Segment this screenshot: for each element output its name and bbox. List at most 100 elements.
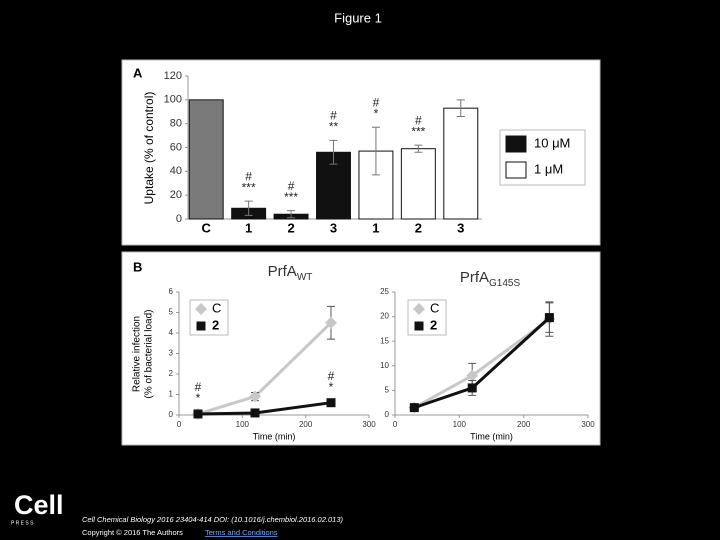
y-tick-label: 0 [176, 213, 182, 225]
y-tick-label: 60 [170, 141, 182, 153]
significance-marker: # [288, 179, 295, 193]
legend-label: C [212, 300, 221, 315]
significance-marker: * [196, 391, 201, 405]
error-bar [244, 200, 253, 216]
chart-title: PrfAG145S [460, 269, 521, 289]
significance-marker: *** [242, 180, 256, 194]
error-bar [287, 210, 296, 219]
significance-marker: *** [411, 124, 425, 138]
x-tick-label: 3 [330, 220, 337, 235]
x-tick-label: 0 [393, 420, 398, 429]
point [193, 409, 203, 419]
x-tick-label: 300 [581, 420, 595, 429]
y-tick-label: 1 [169, 390, 174, 399]
point [467, 383, 477, 393]
x-axis-label: Time (min) [470, 431, 513, 441]
point [414, 321, 424, 331]
legend-box [407, 299, 447, 336]
significance-marker: # [373, 95, 380, 109]
logo: Cell [14, 490, 64, 520]
x-tick-label: C [202, 220, 212, 235]
terms-link[interactable]: Terms and Conditions [205, 528, 278, 537]
legend-swatch [505, 135, 527, 153]
y-tick-label: 80 [170, 118, 182, 130]
title-main: PrfA [460, 269, 489, 286]
y-tick-label: 3 [169, 349, 174, 358]
y-tick-label: 5 [385, 386, 390, 395]
x-tick-label: 2 [287, 220, 294, 235]
y-tick-label: 15 [380, 336, 389, 345]
x-tick-label: 1 [245, 220, 252, 235]
x-tick-label: 1 [372, 220, 379, 235]
legend-label: 10 μM [534, 135, 570, 150]
y-axis-label: Uptake (% of control) [142, 92, 156, 205]
point [249, 390, 261, 403]
x-tick-label: 2 [415, 220, 422, 235]
error-bar [456, 99, 465, 118]
significance-marker: * [329, 380, 334, 394]
x-tick-label: 3 [457, 220, 464, 235]
title-main: PrfA [268, 263, 297, 280]
significance-marker: # [328, 369, 335, 383]
significance-marker: *** [284, 190, 298, 204]
point [544, 313, 554, 323]
x-tick-label: 200 [299, 420, 313, 429]
title-subscript: G145S [489, 278, 520, 289]
x-axis-label: Time (min) [253, 431, 296, 441]
significance-marker: # [195, 380, 202, 394]
y-tick-label: 120 [164, 70, 182, 82]
y-tick-label: 2 [169, 369, 174, 378]
point [325, 316, 337, 329]
error-bar [414, 144, 423, 153]
y-tick-label: 40 [170, 165, 182, 177]
y-tick-label: 25 [380, 287, 389, 296]
x-tick-label: 300 [362, 420, 376, 429]
legend-label: 2 [430, 317, 437, 332]
legend-swatch [505, 161, 527, 179]
point [409, 403, 419, 413]
point [250, 408, 260, 418]
bar [400, 148, 436, 220]
y-tick-label: 0 [169, 410, 174, 419]
significance-marker: * [374, 106, 379, 120]
y-tick-label: 20 [170, 189, 182, 201]
citation: Cell Chemical Biology 2016 23404-414 DOI… [82, 515, 343, 524]
y-tick-label: 6 [169, 287, 174, 296]
copyright: Copyright © 2016 The Authors [82, 528, 183, 537]
point [196, 321, 206, 331]
chart-title: PrfAWT [268, 263, 313, 283]
y-tick-label: 20 [380, 312, 389, 321]
legend-label: 2 [212, 317, 219, 332]
y-tick-label: 0 [385, 410, 390, 419]
legend-box [189, 299, 229, 336]
panel-label: A [133, 65, 143, 80]
panel-label: B [133, 259, 142, 274]
legend-label: C [430, 300, 439, 315]
point [195, 303, 207, 315]
y-tick-label: 5 [169, 308, 174, 317]
logo-sub: P R E S S [11, 520, 34, 526]
legend-label: 1 μM [534, 161, 563, 176]
significance-marker: # [330, 109, 337, 123]
bar [188, 99, 224, 220]
y-tick-label: 10 [380, 361, 389, 370]
y-axis-label: Relative infection [132, 316, 143, 392]
point [413, 303, 425, 315]
point [326, 398, 336, 408]
error-bar [329, 139, 338, 165]
significance-marker: # [415, 113, 422, 127]
x-tick-label: 100 [453, 420, 467, 429]
x-tick-label: 100 [236, 420, 250, 429]
point [466, 369, 479, 382]
slide-title: Figure 1 [334, 10, 382, 25]
y-tick-label: 4 [169, 328, 174, 337]
x-tick-label: 200 [517, 420, 531, 429]
title-subscript: WT [297, 272, 313, 283]
y-axis-label: (% of bacterial load) [144, 310, 155, 399]
error-bar [371, 126, 380, 176]
significance-marker: ** [329, 120, 339, 134]
x-tick-label: 0 [177, 420, 182, 429]
significance-marker: # [245, 169, 252, 183]
bar [443, 107, 479, 220]
